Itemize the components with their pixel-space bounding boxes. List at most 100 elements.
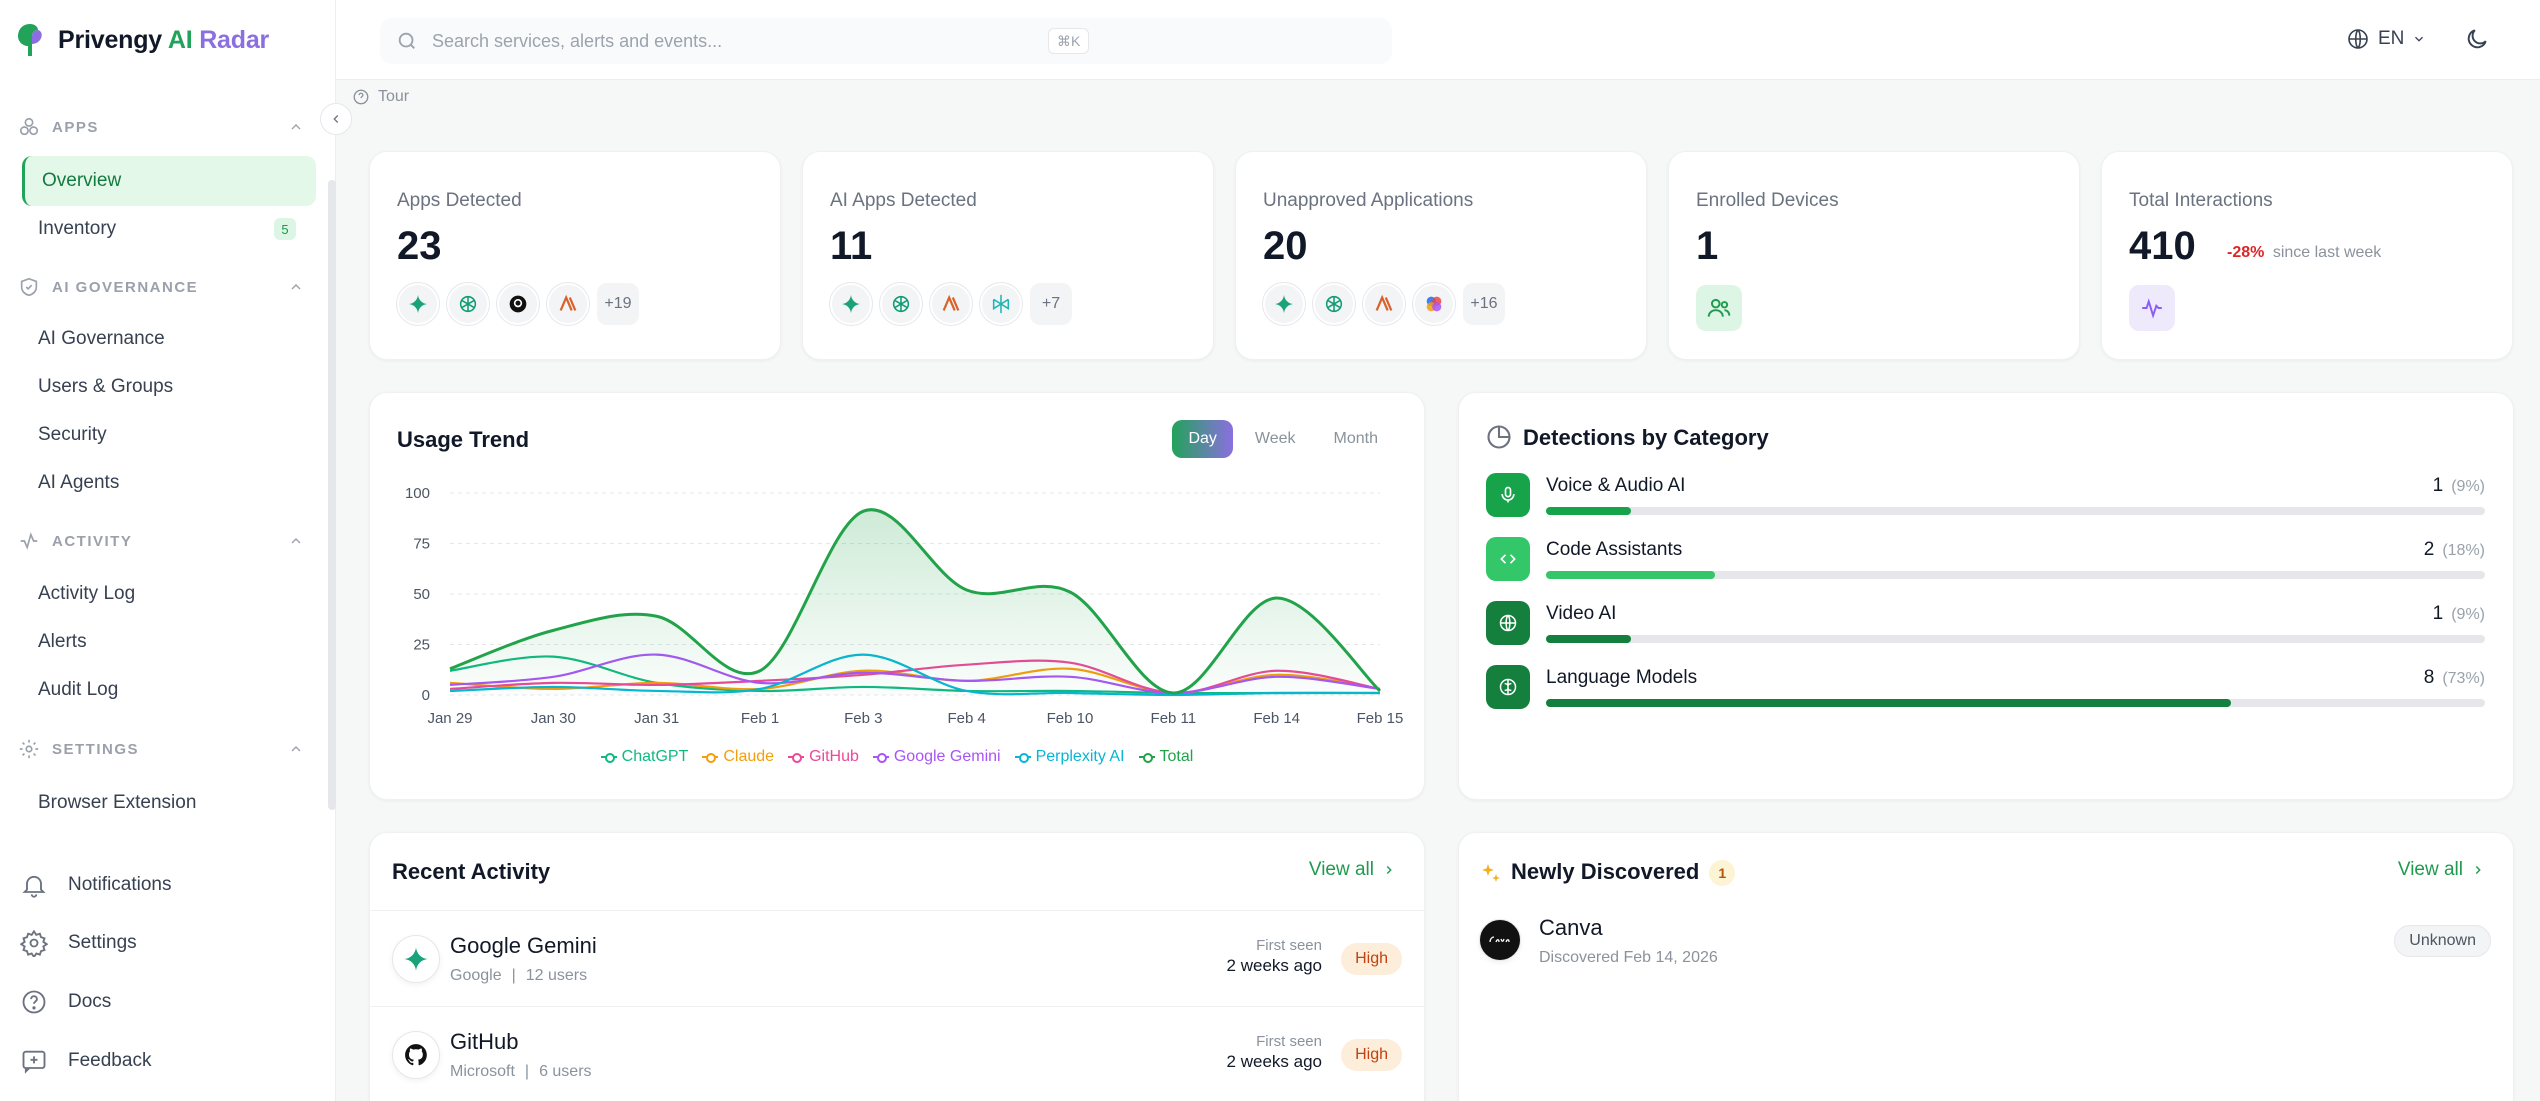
- legend-marker-icon: [1014, 752, 1031, 763]
- brand[interactable]: Privengy AI Radar: [16, 20, 269, 60]
- sidebar-item-audit-log[interactable]: Audit Log: [22, 665, 316, 715]
- sidebar-item-overview[interactable]: Overview: [22, 156, 316, 206]
- stat-app-icons: +16: [1263, 283, 1505, 325]
- search-box[interactable]: ⌘K: [380, 18, 1392, 64]
- legend-item-perplexity-ai[interactable]: Perplexity AI: [1014, 748, 1125, 766]
- recent-activity-view-all-link[interactable]: View all: [1309, 859, 1396, 881]
- copilot-icon: [1413, 283, 1455, 325]
- theme-toggle-button[interactable]: [2460, 22, 2494, 56]
- stat-card-apps-detected[interactable]: Apps Detected 23 +19: [369, 151, 781, 360]
- series-line-total[interactable]: [449, 508, 1382, 695]
- stat-label: Apps Detected: [397, 190, 522, 211]
- detection-row[interactable]: Voice & Audio AI 1 (9%): [1486, 473, 2485, 517]
- legend-item-claude[interactable]: Claude: [702, 748, 774, 766]
- range-selector: Day Week Month: [1172, 420, 1394, 458]
- stat-card-ai-apps-detected[interactable]: AI Apps Detected 11 +7: [802, 151, 1214, 360]
- detection-row[interactable]: Video AI 1 (9%): [1486, 601, 2485, 645]
- sidebar-item-browser-extension[interactable]: Browser Extension: [22, 778, 316, 828]
- range-day-button[interactable]: Day: [1172, 420, 1233, 458]
- section-title: ACTIVITY: [52, 532, 133, 550]
- section-title: AI GOVERNANCE: [52, 278, 199, 296]
- detection-count-value: 1: [2432, 603, 2444, 624]
- language-selector[interactable]: EN: [2336, 22, 2436, 56]
- legend-marker-icon: [1138, 752, 1155, 763]
- usage-trend-title: Usage Trend: [397, 427, 530, 452]
- stat-card-enrolled-devices[interactable]: Enrolled Devices 1: [1668, 151, 2080, 360]
- chevron-up-icon[interactable]: [288, 279, 304, 295]
- gear-icon: [19, 739, 39, 759]
- section-ai-governance[interactable]: AI GOVERNANCE: [18, 274, 304, 300]
- moon-icon: [2467, 29, 2487, 49]
- globe-icon: [2348, 29, 2368, 49]
- tour-button[interactable]: Tour: [352, 88, 409, 106]
- activity-app-name: Google Gemini: [450, 933, 597, 958]
- newly-discovered-view-all-link[interactable]: View all: [2398, 859, 2485, 881]
- detection-percent: (73%): [2442, 670, 2485, 687]
- range-week-button[interactable]: Week: [1254, 430, 1296, 447]
- chevron-up-icon[interactable]: [288, 741, 304, 757]
- stat-app-icons: +19: [397, 283, 639, 325]
- sidebar-item-ai-governance[interactable]: AI Governance: [22, 314, 316, 364]
- activity-row[interactable]: Google Gemini Google | 12 users First seen…: [370, 911, 1424, 1007]
- more-apps-count: +7: [1030, 283, 1072, 325]
- sidebar-item-label: Inventory: [38, 218, 117, 239]
- range-month-button[interactable]: Month: [1333, 430, 1378, 447]
- sidebar-item-inventory[interactable]: Inventory 5: [22, 204, 316, 254]
- section-settings[interactable]: SETTINGS: [18, 736, 304, 762]
- detection-count-value: 1: [2432, 475, 2444, 496]
- shield-icon: [20, 277, 38, 297]
- sidebar-notifications[interactable]: Notifications: [20, 863, 320, 907]
- legend-label: Perplexity AI: [1035, 748, 1125, 765]
- stat-value: 1: [1696, 224, 1719, 268]
- search-input[interactable]: [432, 30, 992, 52]
- sidebar-item-users-groups[interactable]: Users & Groups: [22, 362, 316, 412]
- gemini-icon: [397, 283, 439, 325]
- stat-value: 23: [397, 224, 442, 268]
- sidebar-feedback[interactable]: Feedback: [20, 1039, 320, 1083]
- sidebar-item-ai-agents[interactable]: AI Agents: [22, 458, 316, 508]
- section-activity[interactable]: ACTIVITY: [18, 528, 304, 554]
- activity-icon: [20, 532, 38, 550]
- sidebar-scrollbar[interactable]: [328, 180, 336, 810]
- detections-card: Detections by Category Voice & Audio AI …: [1458, 392, 2514, 800]
- legend-item-google-gemini[interactable]: Google Gemini: [872, 748, 1001, 766]
- globe-icon: [1486, 601, 1530, 645]
- chevron-up-icon[interactable]: [288, 119, 304, 135]
- sidebar-settings[interactable]: Settings: [20, 921, 320, 965]
- sidebar-item-security[interactable]: Security: [22, 410, 316, 460]
- detection-bar: [1546, 635, 2485, 643]
- brand-ai: AI: [167, 25, 193, 54]
- stat-card-total-interactions[interactable]: Total Interactions 410 -28% since last w…: [2101, 151, 2513, 360]
- section-apps[interactable]: APPS: [18, 114, 304, 140]
- detection-row[interactable]: Code Assistants 2 (18%): [1486, 537, 2485, 581]
- stat-card-unapproved-apps[interactable]: Unapproved Applications 20 +16: [1235, 151, 1647, 360]
- detection-percent: (18%): [2442, 542, 2485, 559]
- sidebar-item-label: Alerts: [38, 631, 87, 652]
- sidebar-item-activity-log[interactable]: Activity Log: [22, 569, 316, 619]
- sidebar-bottom-label: Docs: [68, 991, 112, 1012]
- pie-chart-icon: [1487, 425, 1511, 449]
- chevron-down-icon: [2415, 36, 2424, 42]
- legend-item-total[interactable]: Total: [1138, 748, 1193, 766]
- recent-activity-title: Recent Activity: [392, 859, 551, 884]
- delta-text: since last week: [2272, 244, 2382, 261]
- detection-row[interactable]: Language Models 8 (73%): [1486, 665, 2485, 709]
- first-seen-label: First seen: [1256, 1033, 1322, 1050]
- sidebar-item-alerts[interactable]: Alerts: [22, 617, 316, 667]
- stat-delta: -28% since last week: [2227, 244, 2381, 262]
- sidebar-collapse-button[interactable]: [320, 103, 352, 135]
- activity-row[interactable]: GitHub Microsoft | 6 users First seen 2 wee…: [370, 1007, 1424, 1101]
- legend-item-chatgpt[interactable]: ChatGPT: [600, 748, 688, 766]
- detection-bar: [1546, 507, 2485, 515]
- x-tick-label: Feb 10: [1047, 710, 1094, 727]
- chevron-right-icon: [1386, 866, 1392, 874]
- sidebar-docs[interactable]: Docs: [20, 980, 320, 1024]
- legend-item-github[interactable]: GitHub: [788, 748, 859, 766]
- perplexity-icon: [980, 283, 1022, 325]
- discovered-row[interactable]: Canva Discovered Feb 14, 2026 Unknown: [1459, 899, 2513, 995]
- usage-trend-card: Usage Trend Day Week Month 0 25 50 75 100 Ja…: [369, 392, 1425, 800]
- chevron-up-icon[interactable]: [288, 533, 304, 549]
- detection-bar-fill: [1546, 699, 2232, 707]
- detection-bar: [1546, 699, 2485, 707]
- detection-count-value: 8: [2423, 667, 2435, 688]
